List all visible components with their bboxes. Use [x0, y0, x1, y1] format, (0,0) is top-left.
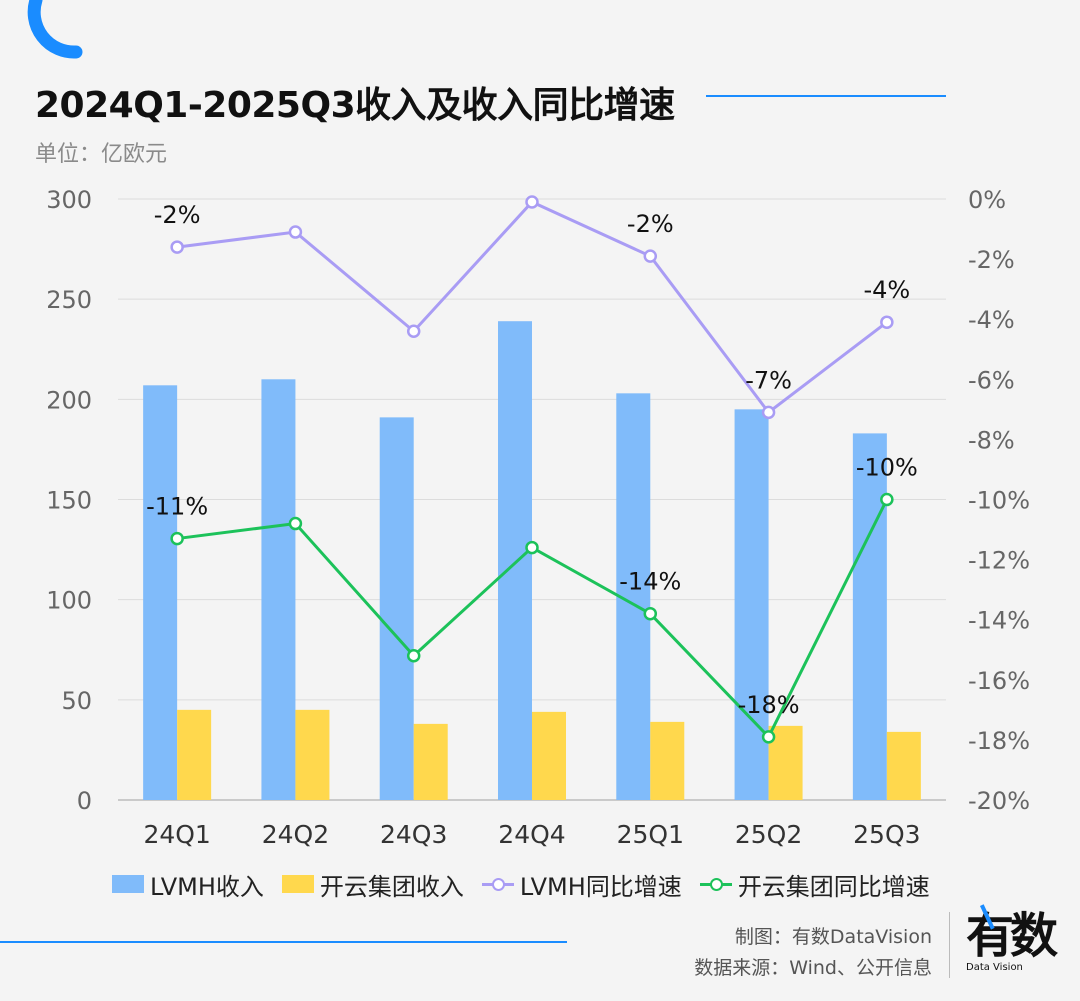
point-lvmh-growth: [288, 225, 303, 239]
legend-swatch-lvmh-revenue: [112, 875, 144, 893]
legend-item-kering-growth: 开云集团同比增速: [699, 867, 930, 902]
credits-divider: [949, 912, 950, 978]
point-kering-growth: [170, 531, 184, 546]
y-left-tick-label: 300: [46, 186, 92, 214]
bar-lvmh-revenue: [379, 417, 414, 800]
logo-text-cn: 有数: [966, 908, 1058, 964]
data-label-lvmh-growth: -2%: [154, 201, 201, 229]
y-right-tick-label: 0%: [968, 186, 1006, 214]
point-lvmh-growth: [170, 240, 184, 254]
point-lvmh-growth: [761, 405, 776, 420]
made-by-credit: 制图：有数DataVision: [734, 926, 932, 948]
y-right-tick-label: -10%: [968, 487, 1030, 515]
bar-kering-revenue: [532, 711, 566, 800]
legend-swatch-kering-revenue: [281, 875, 314, 893]
y-right-tick-label: -18%: [968, 727, 1030, 755]
corner-arc-decoration: [27, 0, 83, 59]
bar-kering-revenue: [177, 709, 212, 800]
bar-kering-revenue: [886, 731, 921, 800]
y-right-tick-label: -12%: [968, 547, 1030, 575]
bar-kering-revenue: [650, 721, 685, 800]
legend: LVMH收入 开云集团收入 LVMH同比增速 开云集团同比增速: [112, 866, 930, 902]
x-tick-label: 25Q2: [735, 820, 802, 849]
y-left-tick-label: 200: [46, 386, 92, 414]
footer-rule: [0, 941, 567, 943]
x-tick-label: 24Q4: [498, 820, 565, 849]
credits: 制图：有数DataVision 数据来源：Wind、公开信息: [694, 922, 932, 984]
legend-label: 开云集团同比增速: [737, 872, 930, 901]
y-left-tick-label: 150: [46, 487, 92, 515]
data-label-kering-growth: -14%: [619, 568, 681, 596]
data-source-credit: 数据来源：Wind、公开信息: [694, 957, 932, 979]
point-kering-growth: [406, 649, 421, 663]
y-right-tick-label: -8%: [968, 426, 1015, 454]
x-tick-label: 24Q3: [380, 820, 447, 849]
chart-title: 2024Q1-2025Q3收入及收入同比增速: [35, 85, 675, 126]
legend-item-lvmh-growth: LVMH同比增速: [481, 867, 682, 902]
y-right-tick-label: -14%: [968, 607, 1030, 635]
data-label-lvmh-growth: -7%: [745, 366, 792, 394]
legend-item-kering-revenue: 开云集团收入: [281, 867, 464, 902]
bar-lvmh-revenue: [143, 385, 178, 800]
data-label-kering-growth: -11%: [146, 493, 208, 521]
legend-label: 开云集团收入: [319, 872, 464, 901]
y-left-tick-label: 250: [46, 286, 92, 314]
y-right-tick-label: -20%: [968, 787, 1030, 815]
y-right-tick-label: -4%: [968, 306, 1015, 334]
data-label-kering-growth: -18%: [738, 691, 800, 719]
x-tick-label: 24Q2: [262, 820, 329, 849]
datavision-logo: 有数 Data Vision: [962, 904, 1062, 990]
legend-label: LVMH同比增速: [519, 872, 682, 901]
bar-lvmh-revenue: [852, 433, 887, 800]
point-kering-growth: [288, 516, 303, 531]
data-label-lvmh-growth: -4%: [863, 276, 910, 304]
combo-chart: 0 50 100 150 200 250 300 0% -2% -4% -6% -8% -10% -12%…: [46, 186, 1030, 849]
point-lvmh-growth: [643, 249, 658, 263]
point-lvmh-growth: [525, 195, 539, 209]
point-lvmh-growth: [880, 315, 894, 329]
y-left-tick-label: 0: [77, 787, 92, 815]
legend-swatch-lvmh-growth: [481, 875, 514, 893]
x-tick-label: 25Q1: [617, 820, 684, 849]
title-rule: [706, 95, 946, 97]
bar-lvmh-revenue: [261, 379, 296, 800]
legend-item-lvmh-revenue: LVMH收入: [112, 867, 264, 902]
point-kering-growth: [643, 606, 658, 621]
unit-label: 单位：亿欧元: [35, 142, 168, 167]
point-lvmh-growth: [406, 324, 421, 338]
y-right-tick-label: -2%: [968, 246, 1015, 274]
x-tick-label: 25Q3: [853, 820, 920, 849]
bar-lvmh-revenue: [498, 321, 532, 800]
x-tick-label: 24Q1: [143, 820, 210, 849]
bar-kering-revenue: [295, 709, 330, 800]
bar-kering-revenue: [413, 723, 448, 800]
data-label-kering-growth: -10%: [856, 454, 918, 482]
y-right-tick-label: -6%: [968, 366, 1015, 394]
y-right-tick-label: -16%: [968, 667, 1030, 695]
data-label-lvmh-growth: -2%: [627, 210, 674, 238]
point-kering-growth: [880, 492, 894, 507]
legend-swatch-kering-growth: [699, 875, 732, 893]
point-kering-growth: [525, 540, 539, 555]
bar-lvmh-revenue: [734, 409, 769, 800]
legend-label: LVMH收入: [150, 872, 264, 901]
y-left-tick-label: 50: [61, 687, 92, 715]
logo-text-en: Data Vision: [966, 962, 1025, 973]
point-kering-growth: [761, 730, 776, 744]
y-left-tick-label: 100: [46, 587, 92, 615]
